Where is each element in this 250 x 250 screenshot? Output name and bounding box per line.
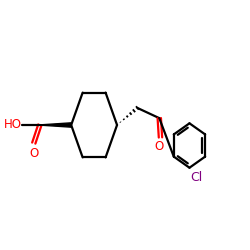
- Polygon shape: [40, 123, 71, 127]
- Text: HO: HO: [4, 118, 22, 131]
- Text: O: O: [29, 147, 38, 160]
- Text: Cl: Cl: [191, 171, 203, 184]
- Text: O: O: [155, 140, 164, 153]
